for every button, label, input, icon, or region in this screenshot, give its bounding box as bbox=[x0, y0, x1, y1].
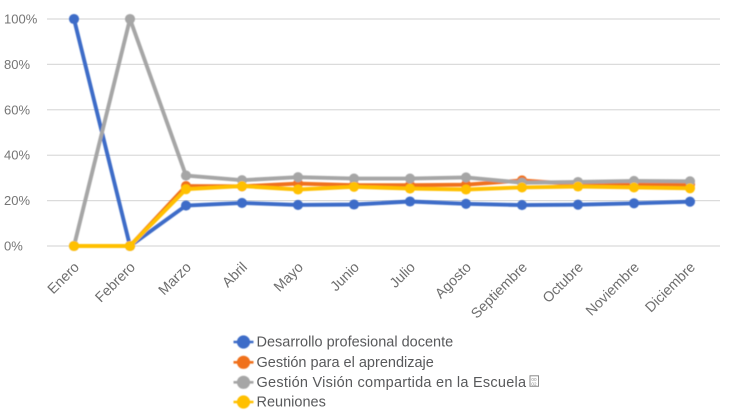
svg-text:100%: 100% bbox=[4, 12, 38, 27]
svg-text:Reuniones: Reuniones bbox=[257, 395, 326, 411]
svg-text:20%: 20% bbox=[4, 193, 30, 208]
svg-text:80%: 80% bbox=[4, 57, 30, 72]
svg-text:Desarrollo profesional docente: Desarrollo profesional docente bbox=[257, 335, 454, 351]
svg-text:02: 02 bbox=[531, 382, 537, 387]
svg-text:Gestión Visión compartida en l: Gestión Visión compartida en la Escuela bbox=[257, 375, 528, 391]
svg-text:0%: 0% bbox=[4, 239, 23, 254]
svg-text:60%: 60% bbox=[4, 102, 30, 117]
svg-text:00: 00 bbox=[531, 377, 537, 382]
svg-text:Gestión para el aprendizaje: Gestión para el aprendizaje bbox=[257, 355, 434, 371]
svg-text:40%: 40% bbox=[4, 148, 30, 163]
